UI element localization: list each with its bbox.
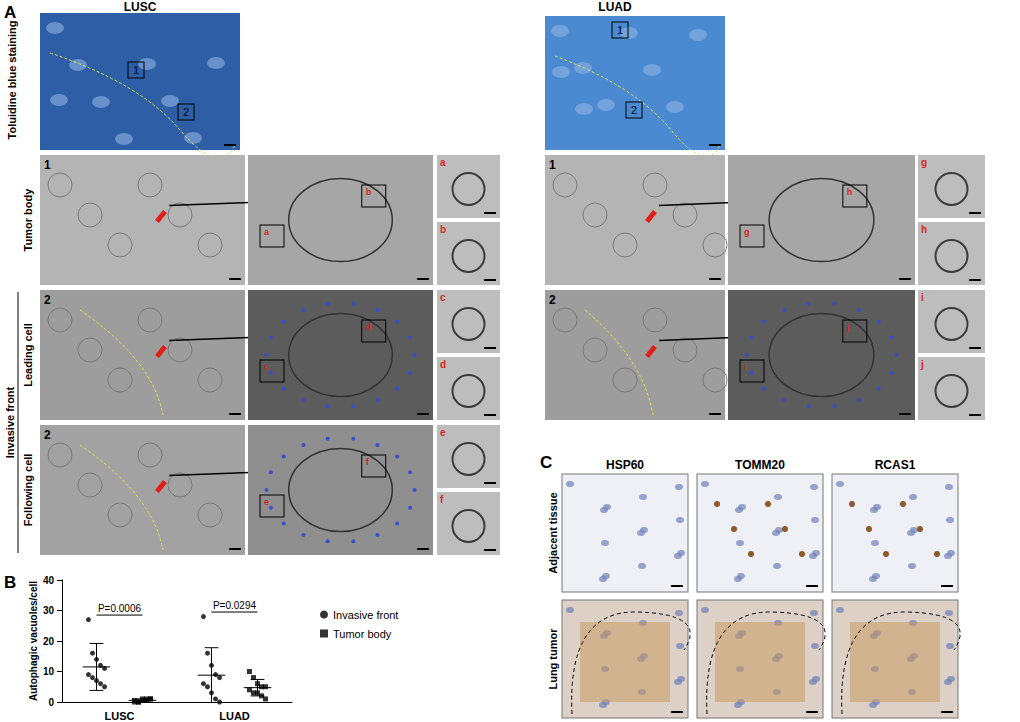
svg-text:2: 2 [183,106,189,118]
svg-text:i: i [744,362,747,372]
svg-text:g: g [921,157,927,168]
svg-text:1: 1 [549,158,556,172]
svg-text:i: i [921,292,924,303]
svg-text:Leading cell: Leading cell [22,323,34,387]
svg-text:Invasive front: Invasive front [333,609,398,621]
svg-text:20: 20 [43,636,55,647]
svg-text:e: e [264,497,269,507]
svg-text:LUAD: LUAD [219,710,250,722]
svg-text:h: h [847,187,853,197]
svg-text:30: 30 [43,605,55,616]
svg-text:P=0.0294: P=0.0294 [213,600,257,611]
svg-text:1: 1 [44,158,51,172]
svg-text:j: j [920,359,924,370]
svg-text:P=0.0006: P=0.0006 [98,603,142,614]
svg-text:40: 40 [43,575,55,586]
svg-text:1: 1 [133,64,139,76]
svg-text:f: f [440,494,444,505]
svg-text:a: a [440,157,446,168]
svg-text:f: f [366,457,370,467]
svg-text:TOMM20: TOMM20 [735,458,785,472]
svg-text:B: B [4,573,16,592]
svg-text:e: e [440,427,446,438]
svg-text:10: 10 [43,666,55,677]
svg-text:A: A [4,3,16,22]
svg-text:b: b [440,224,446,235]
svg-text:Toluidine blue staining: Toluidine blue staining [6,21,18,140]
svg-text:2: 2 [44,428,51,442]
svg-text:c: c [440,292,446,303]
svg-text:LUAD: LUAD [598,0,632,14]
svg-text:1: 1 [617,24,623,36]
svg-text:RCAS1: RCAS1 [875,458,916,472]
svg-text:Autophagic vacuoles/cell: Autophagic vacuoles/cell [28,581,39,701]
svg-text:c: c [264,362,269,372]
svg-text:Following cell: Following cell [22,454,34,527]
svg-text:g: g [744,227,750,237]
svg-text:a: a [264,227,270,237]
svg-text:Invasive front: Invasive front [4,386,16,458]
svg-text:0: 0 [48,697,54,708]
svg-text:C: C [540,453,552,472]
svg-text:b: b [366,187,372,197]
svg-text:2: 2 [549,293,556,307]
svg-text:h: h [921,224,927,235]
svg-text:Lung tumor: Lung tumor [547,628,559,690]
svg-text:d: d [366,322,372,332]
svg-text:2: 2 [631,104,637,116]
svg-text:2: 2 [44,293,51,307]
svg-text:HSP60: HSP60 [606,458,644,472]
svg-text:LUSC: LUSC [105,710,135,722]
svg-text:j: j [846,322,850,332]
svg-text:Adjacent tissue: Adjacent tissue [547,492,559,573]
svg-text:d: d [440,359,446,370]
svg-text:LUSC: LUSC [124,0,157,14]
svg-text:Tumor body: Tumor body [333,628,392,640]
svg-text:Tumor body: Tumor body [22,188,34,252]
